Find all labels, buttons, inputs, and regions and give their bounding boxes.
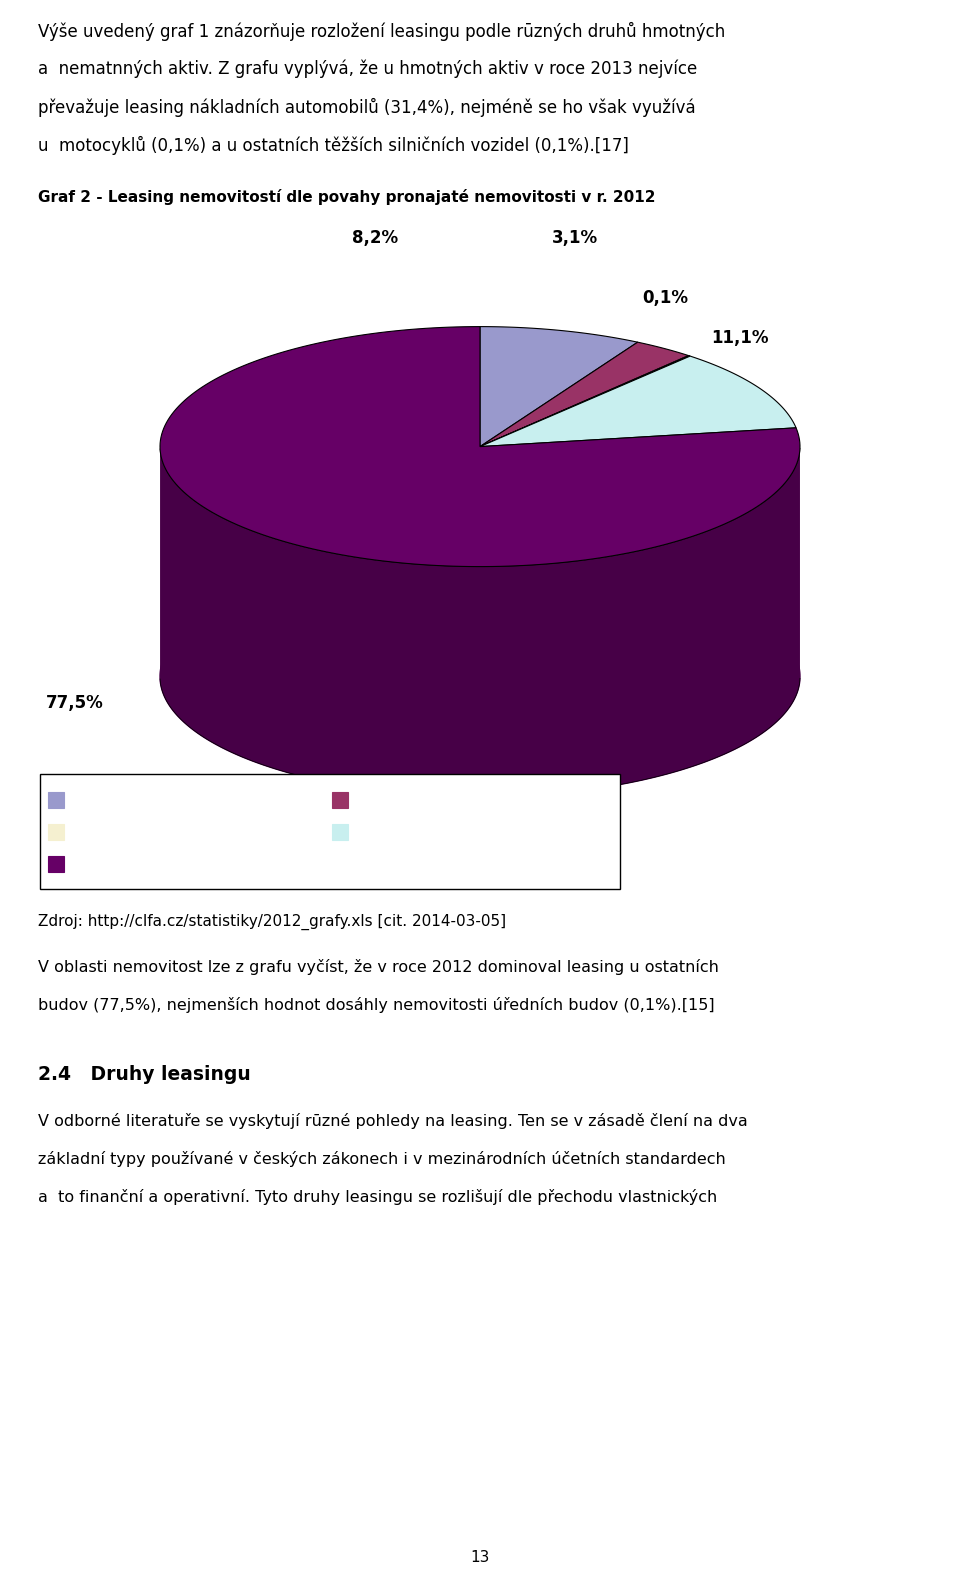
Text: 13: 13 — [470, 1550, 490, 1566]
Text: 5. ostatní - 77,5 %: 5. ostatní - 77,5 % — [69, 856, 204, 871]
Text: 2.4   Druhy leasingu: 2.4 Druhy leasingu — [38, 1065, 251, 1084]
Polygon shape — [160, 449, 800, 796]
Text: budov (77,5%), nejmenších hodnot dosáhly nemovitosti úředních budov (0,1%).[15]: budov (77,5%), nejmenších hodnot dosáhly… — [38, 997, 714, 1013]
Text: 11,1%: 11,1% — [711, 329, 769, 348]
Polygon shape — [480, 343, 688, 447]
Polygon shape — [480, 356, 690, 447]
Text: u  motocyklů (0,1%) a u ostatních těžších silničních vozidel (0,1%).[17]: u motocyklů (0,1%) a u ostatních těžších… — [38, 136, 629, 155]
Text: Graf 2 - Leasing nemovitostí dle povahy pronajaté nemovitosti v r. 2012: Graf 2 - Leasing nemovitostí dle povahy … — [38, 190, 656, 205]
Polygon shape — [480, 327, 637, 447]
Text: 3,1%: 3,1% — [552, 229, 598, 246]
Text: a  nematnných aktiv. Z grafu vyplývá, že u hmotných aktiv v roce 2013 nejvíce: a nematnných aktiv. Z grafu vyplývá, že … — [38, 60, 697, 79]
Text: převažuje leasing nákladních automobilů (31,4%), nejméně se ho však využívá: převažuje leasing nákladních automobilů … — [38, 98, 696, 117]
Polygon shape — [480, 356, 796, 447]
Text: 4. hotely a zábavní zařízení - 11,1 %: 4. hotely a zábavní zařízení - 11,1 % — [353, 825, 619, 841]
Text: 8,2%: 8,2% — [352, 229, 398, 246]
Polygon shape — [160, 556, 800, 796]
Polygon shape — [160, 327, 800, 567]
Bar — [48, 825, 64, 841]
Text: 3. úřední budovy - 0,1 %: 3. úřední budovy - 0,1 % — [69, 825, 250, 841]
Text: 1. průmyslové budovy - 8,2 %: 1. průmyslové budovy - 8,2 % — [69, 792, 289, 809]
Text: V odborné literatuře se vyskytují rūzné pohledy na leasing. Ten se v zásadě člen: V odborné literatuře se vyskytují rūzné … — [38, 1112, 748, 1130]
Bar — [332, 825, 348, 841]
Text: V oblasti nemovitost lze z grafu vyčíst, že v roce 2012 dominoval leasing u osta: V oblasti nemovitost lze z grafu vyčíst,… — [38, 959, 719, 975]
Text: základní typy používané v českých zákonech i v mezinárodních účetních standardec: základní typy používané v českých zákone… — [38, 1150, 726, 1168]
Text: Výše uvedený graf 1 znázorňuje rozložení leasingu podle rūzných druhů hmotných: Výše uvedený graf 1 znázorňuje rozložení… — [38, 22, 725, 41]
Bar — [48, 856, 64, 872]
Text: 77,5%: 77,5% — [46, 694, 104, 713]
Text: 0,1%: 0,1% — [642, 289, 688, 307]
Bar — [48, 792, 64, 807]
Text: 2. prodejny - 3,1%: 2. prodejny - 3,1% — [353, 792, 488, 807]
Bar — [40, 774, 620, 890]
Text: Zdroj: http://clfa.cz/statistiky/2012_grafy.xls [cit. 2014-03-05]: Zdroj: http://clfa.cz/statistiky/2012_gr… — [38, 913, 506, 931]
Text: a  to finanční a operativní. Tyto druhy leasingu se rozlišují dle přechodu vlast: a to finanční a operativní. Tyto druhy l… — [38, 1190, 717, 1206]
Bar — [332, 792, 348, 807]
